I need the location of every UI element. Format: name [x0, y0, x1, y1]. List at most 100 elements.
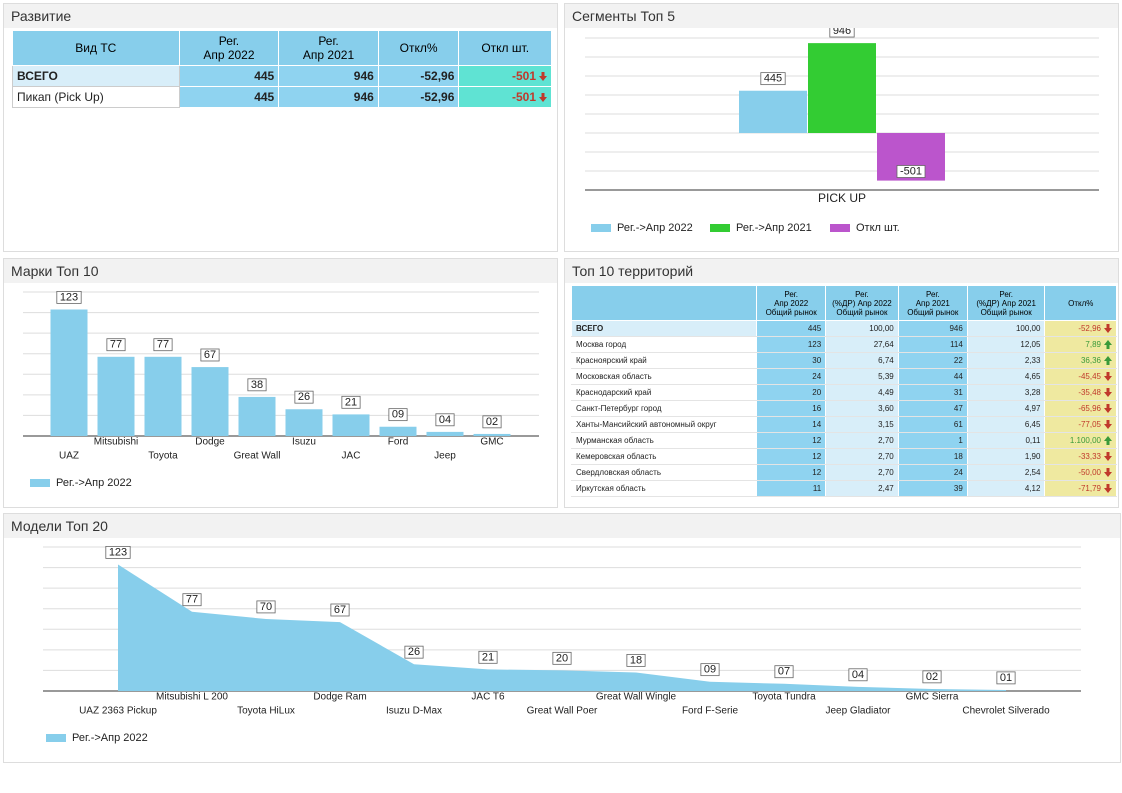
data-label: 77 — [110, 339, 122, 351]
cell: 30 — [756, 352, 827, 369]
cell: -52,96 — [377, 86, 460, 108]
legend-swatch — [710, 224, 730, 232]
trend-arrow — [1104, 420, 1112, 430]
x-tick-label: Mitsubishi L 200 — [156, 692, 228, 703]
row: Иркутская область 11 2,47 39 4,12 -71,79 — [570, 480, 1117, 497]
header-cell: Рег. (%ДР) Апр 2021 Общий рынок — [966, 285, 1046, 321]
cell: -52,96 — [377, 65, 460, 87]
arrow-shape — [1104, 468, 1112, 478]
arrow-shape — [1104, 388, 1112, 398]
bar — [426, 431, 464, 436]
x-tick-label: Ford F-Serie — [682, 706, 739, 717]
x-tick-label: Jeep — [434, 451, 456, 462]
data-label-box — [330, 603, 350, 617]
data-label-box — [552, 651, 572, 665]
cell: Красноярский край — [570, 352, 758, 369]
header-cell: Рег. Апр 2021 Общий рынок — [897, 285, 968, 321]
cell: -65,96 — [1044, 400, 1117, 417]
data-label: 21 — [345, 396, 357, 408]
cell: Москва город — [570, 336, 758, 353]
bar — [473, 433, 511, 436]
panel: Марки Топ 10 UAZ Mitsubishi Toyota Dodge Grea… — [3, 258, 558, 508]
data-label-box — [848, 668, 868, 682]
cell: 4,65 — [966, 368, 1046, 385]
data-label: 02 — [926, 671, 938, 683]
x-tick-label: Mitsubishi — [94, 437, 138, 448]
cell: ВСЕГО — [570, 320, 758, 337]
trend-arrow — [1104, 388, 1112, 398]
x-tick-label: JAC T6 — [471, 692, 505, 703]
panel-title: Сегменты Топ 5 — [565, 4, 1118, 28]
data-label-box — [294, 390, 314, 404]
cell: Ханты-Мансийский автономный округ — [570, 416, 758, 433]
trend-arrow — [1104, 372, 1112, 382]
arrow-shape — [1104, 452, 1112, 462]
arrow-shape — [1104, 356, 1112, 366]
cell: -33,33 — [1044, 448, 1117, 465]
panel: Топ 10 территорий Рег. Апр 2022 Общий ры… — [564, 258, 1119, 508]
arrow-shape — [1104, 420, 1112, 430]
legend-label: Рег.->Апр 2021 — [736, 222, 812, 234]
trend-arrow — [1104, 324, 1112, 334]
data-label-box — [435, 413, 455, 427]
data-label-box — [341, 395, 361, 409]
bar — [97, 356, 135, 436]
cell: 16 — [756, 400, 827, 417]
x-tick-label: Toyota Tundra — [752, 692, 816, 703]
cell: -501 — [458, 86, 552, 108]
data-label-box — [896, 165, 926, 178]
cell: 3,60 — [825, 400, 899, 417]
data-label-box — [700, 663, 720, 677]
cell: 12,05 — [966, 336, 1046, 353]
row: Красноярский край 30 6,74 22 2,33 36,36 — [570, 352, 1117, 369]
x-tick-label: GMC — [480, 437, 503, 448]
data-label: 09 — [704, 664, 716, 676]
legend-label: Рег.->Апр 2022 — [72, 732, 148, 744]
cell: -35,48 — [1044, 384, 1117, 401]
cell: 100,00 — [825, 320, 899, 337]
header-row: Вид ТС Рег. Апр 2022 Рег. Апр 2021 Откл% Отк… — [12, 30, 552, 66]
data-label: 67 — [334, 604, 346, 616]
trend-arrow — [1104, 484, 1112, 494]
data-label-box — [56, 290, 82, 304]
arrow-shape — [539, 72, 547, 82]
cell: Свердловская область — [570, 464, 758, 481]
row: ВСЕГО 445 946 -52,96 -501 — [12, 65, 552, 87]
cell: -45,45 — [1044, 368, 1117, 385]
arrow-shape — [1104, 436, 1112, 446]
row: Москва город 123 27,64 114 12,05 7,89 — [570, 336, 1117, 353]
arrow-shape — [1104, 372, 1112, 382]
legend-label: Откл шт. — [856, 222, 900, 234]
trend-arrow — [539, 93, 547, 103]
legend-swatch — [830, 224, 850, 232]
x-tick-label: JAC — [342, 451, 361, 462]
data-label-box — [482, 415, 502, 429]
x-tick-label: Toyota HiLux — [237, 706, 295, 717]
data-label: 67 — [204, 349, 216, 361]
cell: 12 — [756, 448, 827, 465]
data-label: 04 — [439, 414, 451, 426]
bar — [191, 367, 229, 436]
chart: UAZ Mitsubishi Toyota Dodge Great Wall Isuzu J… — [23, 290, 539, 489]
cell: 123 — [756, 336, 827, 353]
cell: 946 — [278, 65, 379, 87]
cell: 946 — [897, 320, 968, 337]
cell: 27,64 — [825, 336, 899, 353]
bar — [739, 90, 807, 133]
cell: 4,12 — [966, 480, 1046, 497]
cell: 44 — [897, 368, 968, 385]
data-label-box — [153, 338, 173, 352]
data-label: 26 — [408, 646, 420, 658]
arrow-shape — [1104, 324, 1112, 334]
data-label-box — [478, 650, 498, 664]
header-cell: Откл% — [377, 30, 460, 66]
bar — [332, 414, 370, 436]
cell: 2,70 — [825, 448, 899, 465]
cell: Пикап (Pick Up) — [12, 86, 180, 108]
data-label: 09 — [392, 409, 404, 421]
legend-label: Рег.->Апр 2022 — [617, 222, 693, 234]
data-label: 02 — [486, 416, 498, 428]
trend-arrow — [1104, 340, 1112, 350]
x-tick-label: Chevrolet Silverado — [962, 706, 1050, 717]
header-cell: Откл шт. — [458, 30, 552, 66]
